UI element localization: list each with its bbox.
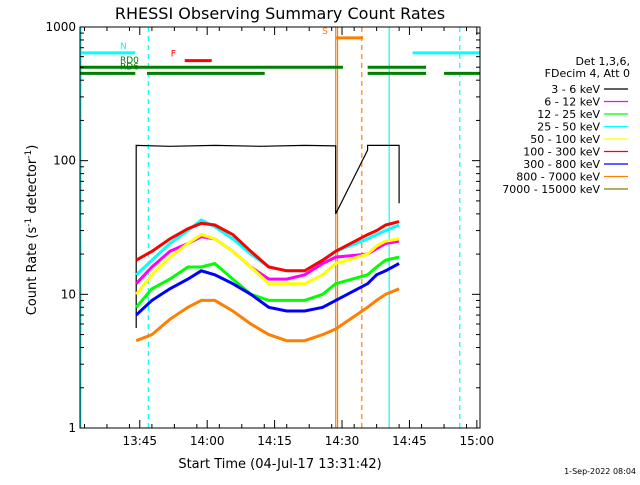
plot-frame	[79, 26, 481, 429]
legend-header-0: Det 1,3,6,	[575, 55, 630, 68]
y-tick-label: 10	[61, 287, 76, 301]
footer-timestamp: 1-Sep-2022 08:04	[564, 467, 636, 476]
flag-label-rd0: RD0	[120, 56, 139, 66]
flag-label-f: F	[171, 50, 176, 60]
x-tick-label: 14:45	[392, 434, 427, 448]
legend-label-2: 12 - 25 keV	[537, 108, 600, 121]
legend-label-5: 100 - 300 keV	[523, 146, 600, 159]
legend-header-1: FDecim 4, Att 0	[545, 67, 630, 80]
series-line-5	[135, 220, 400, 273]
legend-label-0: 3 - 6 keV	[551, 83, 600, 96]
x-axis-label: Start Time (04-Jul-17 13:31:42)	[178, 457, 381, 472]
chart-title: RHESSI Observing Summary Count Rates	[115, 4, 445, 23]
x-tick-label: 14:15	[257, 434, 292, 448]
y-axis-label: Count Rate (s-1 detector-1)	[24, 145, 40, 316]
flag-label-s: S	[322, 27, 328, 37]
flag-label-rd6: RD6	[120, 62, 139, 72]
legend-label-4: 50 - 100 keV	[530, 133, 600, 146]
x-tick-label: 14:30	[325, 434, 360, 448]
legend-label-3: 25 - 50 keV	[537, 121, 600, 134]
legend-label-7: 800 - 7000 keV	[516, 171, 600, 184]
legend-label-1: 6 - 12 keV	[544, 96, 600, 109]
series-line-2	[135, 255, 400, 309]
x-tick-label: 13:45	[122, 434, 157, 448]
series-line-6	[135, 262, 400, 317]
series-line-4	[135, 232, 400, 296]
legend-label-8: 7000 - 15000 keV	[502, 183, 600, 196]
series-line-7	[135, 287, 400, 343]
y-tick-label: 1000	[45, 20, 76, 34]
series-line-0	[135, 144, 400, 328]
legend-label-6: 300 - 800 keV	[523, 158, 600, 171]
y-tick-label: 100	[53, 154, 76, 168]
x-tick-label: 15:00	[460, 434, 495, 448]
flag-label-n: N	[120, 42, 127, 52]
x-tick-label: 14:00	[190, 434, 225, 448]
y-tick-label: 1	[68, 421, 76, 435]
